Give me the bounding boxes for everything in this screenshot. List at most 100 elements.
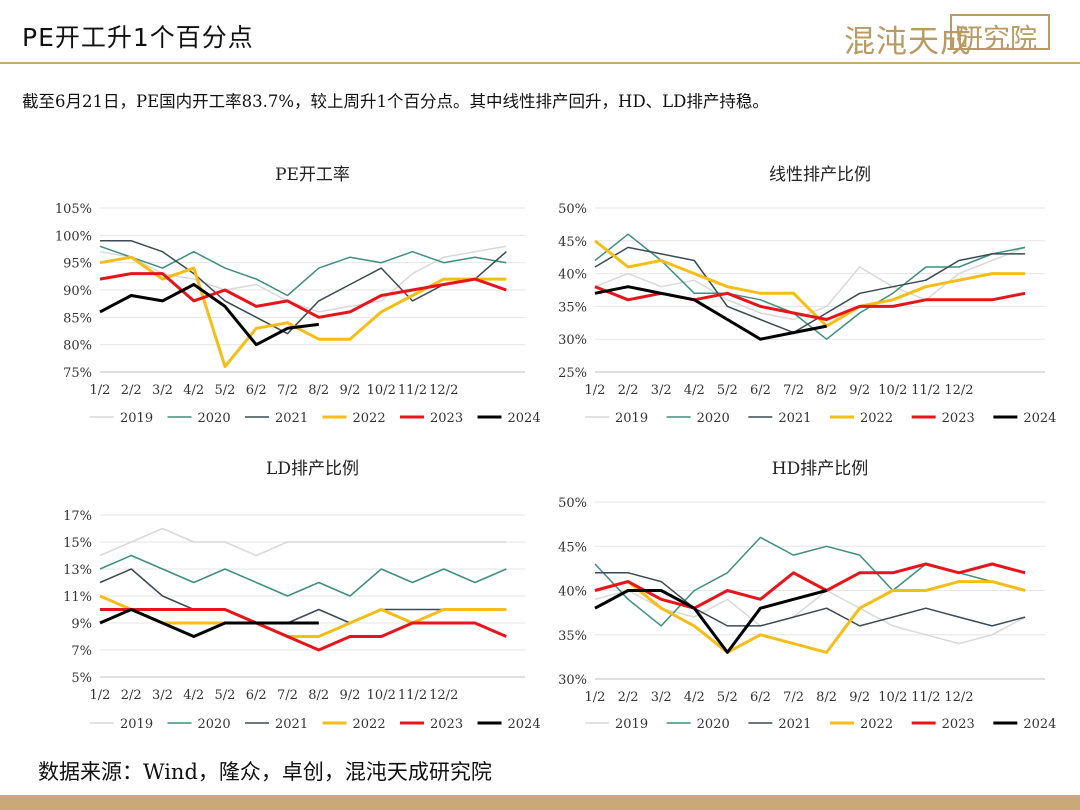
x-tick-label: 5/2: [215, 383, 236, 398]
legend-label-2023: 2023: [942, 717, 975, 732]
x-tick-label: 9/2: [340, 383, 361, 398]
x-tick-label: 3/2: [651, 690, 672, 705]
y-tick-label: 25%: [558, 366, 587, 381]
x-tick-label: 11/2: [911, 383, 940, 398]
x-tick-label: 8/2: [308, 383, 329, 398]
x-tick-label: 12/2: [429, 383, 458, 398]
x-tick-label: 8/2: [816, 690, 837, 705]
y-tick-label: 35%: [558, 300, 587, 315]
brand-name-right: 研究院: [956, 24, 1037, 55]
series-line-2020: [99, 554, 507, 597]
series-line-2020: [594, 233, 1026, 340]
x-tick-label: 12/2: [429, 688, 458, 703]
series-line-2024: [99, 283, 319, 347]
series-line-2024: [594, 285, 827, 341]
y-tick-label: 105%: [55, 202, 92, 217]
legend-label-2020: 2020: [198, 411, 231, 426]
x-tick-label: 4/2: [684, 383, 705, 398]
x-tick-label: 11/2: [398, 688, 427, 703]
legend-label-2024: 2024: [508, 717, 541, 732]
x-tick-label: 1/2: [585, 690, 606, 705]
x-tick-label: 5/2: [717, 383, 738, 398]
x-tick-label: 12/2: [944, 383, 973, 398]
x-tick-label: 3/2: [651, 383, 672, 398]
y-tick-label: 75%: [63, 366, 92, 381]
series-line-2021: [99, 568, 507, 624]
x-tick-label: 7/2: [277, 383, 298, 398]
brand-box: 研究院: [950, 14, 1050, 55]
series-line-2022: [594, 580, 1026, 654]
chart-linear-ratio: 线性排产比例 25% 30% 35% 40% 45% 50% 1/2 2/2 3/2 4/2 5/2 6…: [558, 165, 1056, 426]
legend-label-2024: 2024: [1023, 411, 1056, 426]
x-tick-label: 7/2: [277, 688, 298, 703]
y-tick-label: 90%: [63, 284, 92, 299]
legend-label-2021: 2021: [778, 717, 811, 732]
x-tick-label: 11/2: [398, 383, 427, 398]
y-tick-label: 50%: [558, 202, 587, 217]
x-tick-label: 8/2: [308, 688, 329, 703]
x-tick-label: 1/2: [90, 688, 111, 703]
y-tick-label: 11%: [63, 590, 92, 605]
x-tick-label: 4/2: [183, 383, 204, 398]
series-line-2021: [595, 572, 1026, 627]
y-tick-label: 15%: [63, 536, 92, 551]
x-tick-label: 10/2: [367, 688, 396, 703]
brand-logo: 混沌天成 研究院: [844, 12, 1054, 60]
legend-label-2019: 2019: [120, 411, 153, 426]
y-tick-label: 100%: [55, 229, 92, 244]
x-tick-label: 5/2: [215, 688, 236, 703]
x-tick-label: 7/2: [783, 383, 804, 398]
x-tick-label: 12/2: [944, 690, 973, 705]
legend-label-2019: 2019: [615, 717, 648, 732]
legend-label-2019: 2019: [615, 411, 648, 426]
series-line-2021: [100, 240, 507, 335]
series-line-2024: [594, 589, 827, 654]
chart-pe-rate: PE开工率 75% 80% 85% 90% 95% 100% 105% 1/2 2/2 3/2 4/2…: [55, 165, 541, 426]
x-tick-label: 6/2: [246, 383, 267, 398]
legend-label-2024: 2024: [508, 411, 541, 426]
data-source: 数据来源：Wind，隆众，卓创，混沌天成研究院: [38, 760, 492, 784]
series-line-2019: [99, 527, 507, 557]
series-line-2022: [594, 239, 1026, 328]
series-line-2019: [99, 245, 507, 313]
legend-label-2022: 2022: [353, 717, 386, 732]
series-line-2023: [594, 562, 1026, 610]
x-tick-label: 3/2: [152, 688, 173, 703]
x-tick-label: 10/2: [878, 383, 907, 398]
x-tick-label: 9/2: [340, 688, 361, 703]
y-tick-label: 9%: [71, 617, 92, 632]
x-tick-label: 2/2: [618, 383, 639, 398]
y-tick-label: 85%: [63, 311, 92, 326]
y-tick-label: 5%: [71, 671, 92, 686]
y-tick-label: 30%: [558, 333, 587, 348]
x-tick-label: 4/2: [684, 690, 705, 705]
x-tick-label: 10/2: [878, 690, 907, 705]
x-tick-label: 8/2: [816, 383, 837, 398]
legend-label-2023: 2023: [430, 717, 463, 732]
y-tick-label: 7%: [71, 644, 92, 659]
legend-label-2022: 2022: [353, 411, 386, 426]
legend-label-2022: 2022: [860, 411, 893, 426]
legend-label-2023: 2023: [942, 411, 975, 426]
chart-title: HD排产比例: [772, 459, 868, 479]
x-tick-label: 9/2: [849, 383, 870, 398]
footer-bar: [0, 795, 1080, 810]
x-tick-label: 2/2: [618, 690, 639, 705]
series-line-2020: [99, 245, 507, 297]
brand-name-left: 混沌天成: [844, 24, 972, 60]
x-tick-label: 6/2: [750, 690, 771, 705]
y-tick-label: 35%: [558, 629, 587, 644]
x-tick-label: 6/2: [246, 688, 267, 703]
x-tick-label: 4/2: [183, 688, 204, 703]
x-tick-label: 11/2: [911, 690, 940, 705]
x-tick-label: 3/2: [152, 383, 173, 398]
x-tick-label: 1/2: [90, 383, 111, 398]
chart-ld-ratio: LD排产比例 5% 7% 9% 11% 13% 15% 17% 1/2 2/2 3/2 4/2 5/2 6…: [63, 459, 541, 732]
x-tick-label: 6/2: [750, 383, 771, 398]
y-tick-label: 17%: [63, 509, 92, 524]
x-tick-label: 10/2: [367, 383, 396, 398]
legend-label-2020: 2020: [697, 411, 730, 426]
y-tick-label: 45%: [558, 540, 587, 555]
x-tick-label: 2/2: [121, 383, 142, 398]
y-tick-label: 13%: [63, 563, 92, 578]
